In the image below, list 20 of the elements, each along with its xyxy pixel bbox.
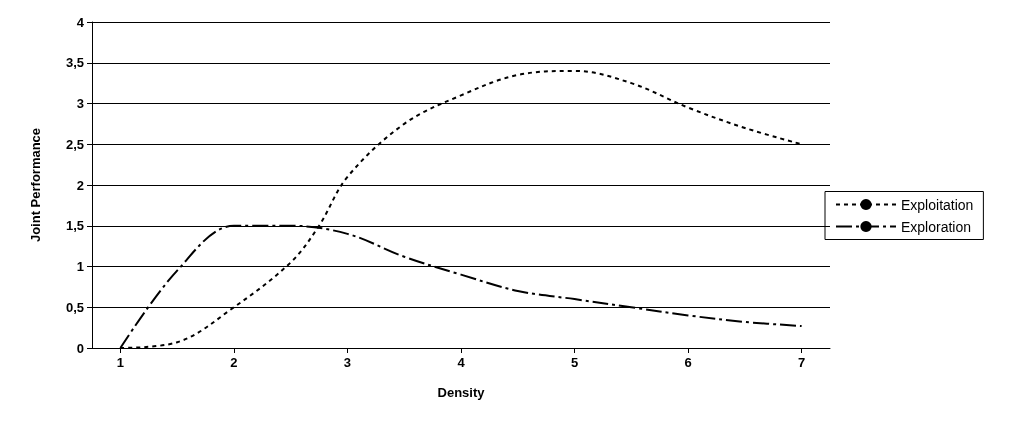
x-tick-label: 7 (798, 355, 806, 370)
y-tick-label: 3 (76, 96, 84, 111)
y-tick-label: 2 (76, 177, 84, 193)
legend-label: Exploration (901, 218, 972, 235)
x-axis-title: Density (437, 385, 486, 400)
y-tick-label: 0 (76, 340, 84, 356)
x-tick-label: 2 (230, 355, 238, 370)
legend-label: Exploitation (901, 196, 974, 213)
y-axis-title: Joint Performance (28, 127, 43, 243)
x-tick-label: 1 (116, 355, 124, 370)
y-tick-label: 4 (76, 14, 85, 30)
y-tick-label: 1,5 (65, 218, 84, 234)
y-tick-label: 1 (76, 259, 84, 274)
y-tick-label: 2,5 (65, 136, 84, 152)
x-tick-label: 4 (457, 355, 466, 370)
y-tick-label: 0,5 (65, 299, 84, 315)
y-tick-label: 3,5 (65, 55, 84, 71)
x-tick-label: 6 (684, 355, 692, 370)
x-tick-label: 3 (343, 355, 352, 370)
x-tick-label: 5 (570, 355, 579, 370)
